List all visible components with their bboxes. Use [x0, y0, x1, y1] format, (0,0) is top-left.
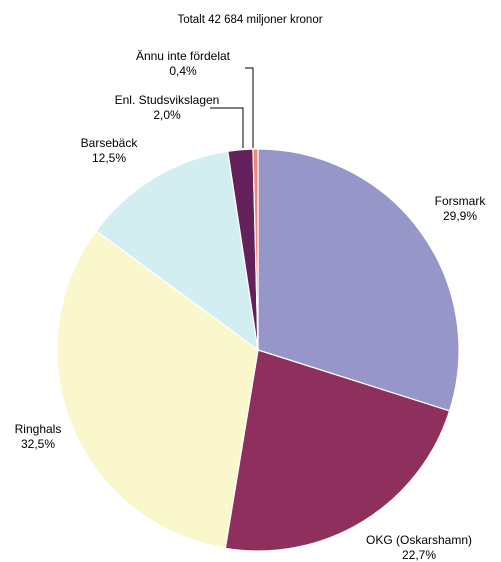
slice-label: Enl. Studsvikslagen: [115, 93, 220, 107]
leader-lines: [210, 67, 254, 148]
pie-slice--nnu-inte-f-rdelat: [252, 148, 259, 351]
leader-line: [245, 67, 254, 148]
slice-label: Ringhals: [15, 422, 62, 436]
chart-title: Totalt 42 684 miljoner kronor: [177, 14, 322, 26]
pie-slice-forsmark: [257, 148, 460, 412]
slice-label: Forsmark: [435, 194, 487, 208]
slice-percent-label: 29,9%: [443, 209, 477, 223]
slice-label: Barsebäck: [81, 136, 139, 150]
slice-label: Ännu inte fördelat: [136, 49, 231, 63]
slice-percent-label: 32,5%: [21, 437, 55, 451]
slice-percent-label: 12,5%: [92, 151, 126, 165]
slice-percent-label: 2,0%: [153, 108, 181, 122]
pie-slice-okg-oskarshamn-: [224, 349, 451, 552]
leader-line: [210, 107, 244, 148]
pie-slice-barseb-ck: [95, 150, 259, 352]
slice-percent-label: 0,4%: [169, 64, 197, 78]
pie-slice-ringhals: [56, 230, 259, 550]
slice-percent-label: 22,7%: [402, 548, 436, 562]
slice-label: OKG (Oskarshamn): [366, 533, 472, 547]
pie-slices: [56, 148, 460, 552]
